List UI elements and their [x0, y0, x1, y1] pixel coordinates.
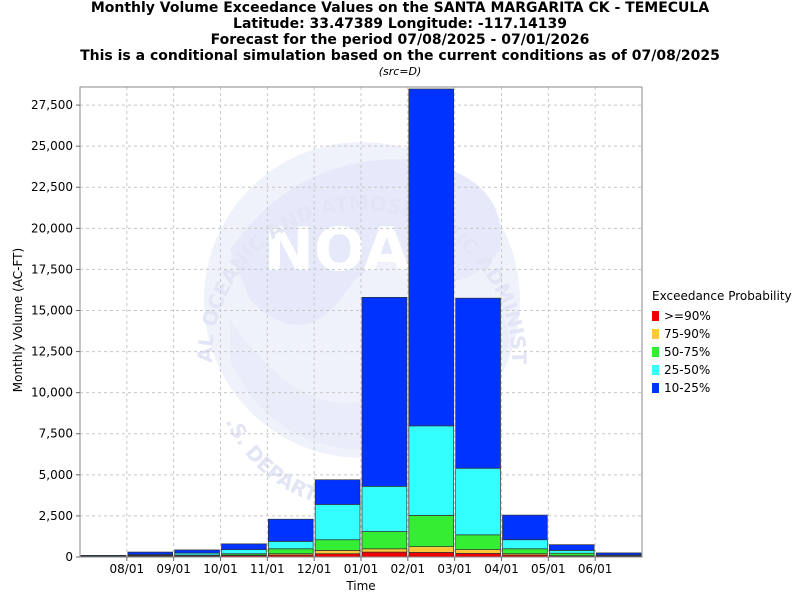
bar-stack-12-01 — [314, 479, 361, 558]
legend-item: 25-50% — [652, 361, 792, 379]
legend-label: >=90% — [664, 309, 711, 323]
x-tick-label: 10/01 — [203, 562, 238, 576]
bar-stack-11-01 — [267, 518, 314, 558]
y-tick-label: 7,500 — [39, 427, 73, 441]
bar-segment — [361, 548, 408, 553]
bar-stack-09-01 — [174, 549, 220, 558]
legend-swatch — [652, 347, 659, 357]
bar-segment — [361, 485, 408, 532]
x-tick-label: 03/01 — [437, 562, 472, 576]
bar-stack-04-01 — [502, 514, 548, 558]
y-tick-label: 22,500 — [31, 180, 73, 194]
bar-segment — [548, 552, 595, 557]
x-tick-label: 11/01 — [250, 562, 285, 576]
bar-stack-03-01 — [455, 297, 501, 558]
x-tick-label: 02/01 — [391, 562, 426, 576]
bar-stack-05-01 — [548, 544, 595, 558]
bar-segment — [455, 467, 501, 536]
bar-stack-06-01 — [595, 552, 642, 558]
legend-label: 25-50% — [664, 363, 711, 377]
bar-segment — [221, 543, 267, 550]
grid-lines — [80, 87, 642, 557]
legend-label: 10-25% — [664, 381, 711, 395]
legend-item: 75-90% — [652, 325, 792, 343]
chart-subtitle-period: Forecast for the period 07/08/2025 - 07/… — [210, 32, 590, 48]
legend-swatch — [652, 383, 659, 393]
bar-segment — [314, 539, 361, 551]
chart-subtitle-conditions: This is a conditional simulation based o… — [80, 48, 720, 64]
bar-segment — [408, 552, 455, 558]
legend-items: >=90% 75-90% 50-75% 25-50% 10-25% — [652, 307, 792, 397]
legend-title: Exceedance Probability — [652, 289, 792, 303]
bar-segment — [361, 551, 408, 558]
legend-swatch — [652, 311, 659, 321]
legend-item: 50-75% — [652, 343, 792, 361]
legend-item: 10-25% — [652, 379, 792, 397]
chart-subtitle-location: Latitude: 33.47389 Longitude: -117.14139 — [233, 16, 567, 32]
x-tick-label: 05/01 — [531, 562, 566, 576]
x-tick-label: 09/01 — [156, 562, 191, 576]
bar-segment — [408, 546, 455, 553]
chart-title: Monthly Volume Exceedance Values on the … — [90, 0, 710, 16]
bar-stack-01-01 — [361, 296, 408, 558]
x-tick-label: 08/01 — [110, 562, 145, 576]
y-tick-label: 20,000 — [31, 221, 73, 235]
bar-segment — [455, 534, 501, 550]
bar-segment — [314, 550, 361, 555]
y-tick-label: 0 — [65, 550, 73, 564]
bar-segment — [548, 550, 595, 554]
bar-segment — [174, 549, 220, 554]
y-tick-label: 5,000 — [39, 468, 73, 482]
y-tick-label: 27,500 — [31, 98, 73, 112]
legend-label: 50-75% — [664, 345, 711, 359]
bar-segment — [267, 518, 314, 542]
bar-segment — [221, 549, 267, 555]
axes: 0 2,500 5,000 7,500 10,000 12,500 15,000 17,500… — [31, 86, 643, 576]
bar-segment — [455, 297, 501, 469]
bar-segment — [314, 479, 361, 505]
bar-segment — [267, 548, 314, 555]
bars — [80, 88, 642, 558]
bar-segment — [408, 88, 455, 427]
y-tick-label: 2,500 — [39, 509, 73, 523]
x-tick-label: 04/01 — [484, 562, 519, 576]
bar-stack-10-01 — [221, 543, 267, 558]
bar-segment — [502, 548, 548, 555]
bar-segment — [408, 515, 455, 547]
x-tick-label: 01/01 — [344, 562, 379, 576]
bar-segment — [548, 544, 595, 551]
legend-item: >=90% — [652, 307, 792, 325]
x-tick-label: 06/01 — [578, 562, 613, 576]
y-tick-label: 17,500 — [31, 262, 73, 276]
chart-title-block: Monthly Volume Exceedance Values on the … — [0, 0, 800, 79]
y-axis-label: Monthly Volume (AC-FT) — [11, 248, 25, 392]
bar-segment — [502, 514, 548, 541]
bar-stack-02-01 — [408, 88, 455, 558]
chart-source: (src=D) — [378, 65, 422, 78]
bar-stack-08-01 — [127, 551, 174, 558]
y-tick-label: 25,000 — [31, 139, 73, 153]
x-axis-label: Time — [345, 579, 375, 593]
bar-segment — [80, 555, 127, 557]
y-tick-label: 10,000 — [31, 386, 73, 400]
bar-segment — [267, 541, 314, 550]
bar-segment — [595, 552, 642, 556]
y-tick-label: 12,500 — [31, 345, 73, 359]
bar-segment — [408, 425, 455, 516]
y-tick-label: 15,000 — [31, 303, 73, 317]
bar-segment — [502, 539, 548, 550]
bar-segment — [127, 551, 174, 555]
bar-segment — [455, 549, 501, 554]
legend: Exceedance Probability >=90% 75-90% 50-75%… — [652, 289, 792, 397]
bar-segment — [455, 553, 501, 558]
legend-swatch — [652, 365, 659, 375]
legend-label: 75-90% — [664, 327, 711, 341]
legend-swatch — [652, 329, 659, 339]
x-tick-label: 12/01 — [297, 562, 332, 576]
bar-segment — [314, 504, 361, 541]
bar-segment — [361, 296, 408, 487]
bar-segment — [361, 531, 408, 550]
